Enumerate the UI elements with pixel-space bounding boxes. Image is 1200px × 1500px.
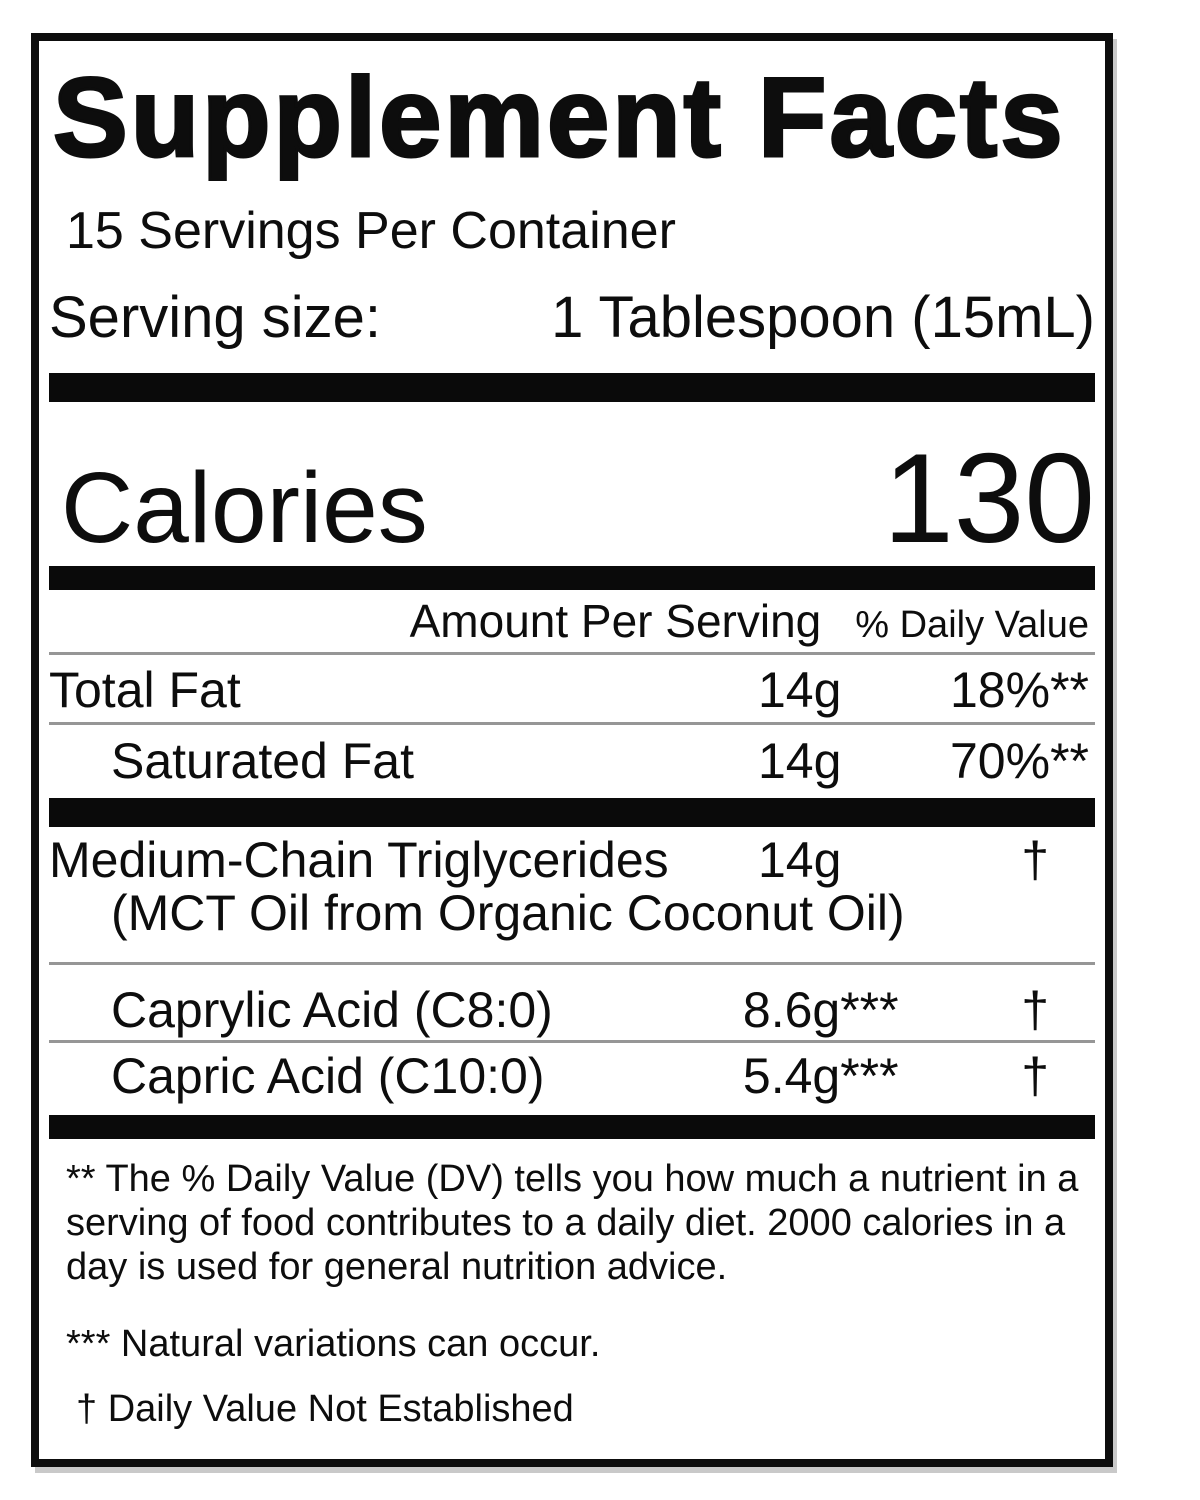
nutrient-amount: 14g: [758, 662, 842, 718]
nutrient-amount: 14g: [758, 733, 842, 789]
serving-size-label: Serving size:: [49, 285, 382, 350]
percent-daily-value-header: % Daily Value: [855, 604, 1089, 646]
row-capric-acid: Capric Acid (C10:0) 5.4g*** †: [49, 1051, 1095, 1101]
nutrient-name: Caprylic Acid (C8:0): [111, 982, 553, 1038]
supplement-facts-panel: Supplement Facts 15 Servings Per Contain…: [31, 33, 1113, 1467]
separator-rule-thin: [49, 722, 1095, 725]
nutrient-amount: 14g: [758, 832, 842, 888]
row-total-fat: Total Fat 14g 18%**: [49, 665, 1095, 715]
row-mct: Medium-Chain Triglycerides 14g †: [49, 835, 1095, 885]
footnote-daily-value-not-established: † Daily Value Not Established: [76, 1388, 574, 1430]
nutrient-daily-value: 18%**: [950, 662, 1089, 718]
calories-label: Calories: [61, 452, 428, 564]
daily-value-dagger: †: [1021, 1048, 1049, 1104]
calories-value: 130: [883, 427, 1095, 569]
serving-size-row: Serving size: 1 Tablespoon (15mL): [49, 289, 1095, 347]
footnote-natural-variations: *** Natural variations can occur.: [66, 1323, 601, 1365]
row-mct-subname: (MCT Oil from Organic Coconut Oil): [111, 885, 905, 941]
footnote-line: serving of food contributes to a daily d…: [66, 1202, 1066, 1244]
nutrient-daily-value: 70%**: [950, 733, 1089, 789]
calories-row: Calories 130: [49, 435, 1095, 562]
serving-size-value: 1 Tablespoon (15mL): [551, 285, 1095, 350]
daily-value-dagger: †: [1021, 982, 1049, 1038]
footnote-line: day is used for general nutrition advice…: [66, 1246, 728, 1288]
separator-rule-thin: [49, 1040, 1095, 1043]
nutrient-amount: 8.6g***: [742, 982, 899, 1038]
daily-value-dagger: †: [1021, 832, 1049, 888]
nutrient-name: Saturated Fat: [111, 733, 414, 789]
amount-per-serving-header: Amount Per Serving: [409, 595, 822, 647]
panel-title: Supplement Facts: [52, 55, 1066, 180]
nutrient-amount: 5.4g***: [742, 1048, 899, 1104]
table-header-row: Amount Per Serving % Daily Value: [49, 598, 1095, 644]
separator-bar-thick: [49, 566, 1095, 590]
nutrient-name: Capric Acid (C10:0): [111, 1048, 545, 1104]
nutrient-name: Total Fat: [49, 662, 241, 718]
nutrient-name: Medium-Chain Triglycerides: [49, 832, 669, 888]
servings-per-container: 15 Servings Per Container: [66, 202, 676, 260]
row-saturated-fat: Saturated Fat 14g 70%**: [49, 736, 1095, 786]
footnote-daily-value: ** The % Daily Value (DV) tells you how …: [66, 1157, 1091, 1289]
separator-bar-thick: [49, 1115, 1095, 1139]
separator-rule-thin: [49, 652, 1095, 655]
separator-rule-thin: [49, 962, 1095, 965]
footnote-line: ** The % Daily Value (DV) tells you how …: [66, 1158, 1079, 1200]
separator-bar-thick: [49, 798, 1095, 827]
separator-bar-thick: [49, 373, 1095, 402]
row-caprylic-acid: Caprylic Acid (C8:0) 8.6g*** †: [49, 985, 1095, 1035]
